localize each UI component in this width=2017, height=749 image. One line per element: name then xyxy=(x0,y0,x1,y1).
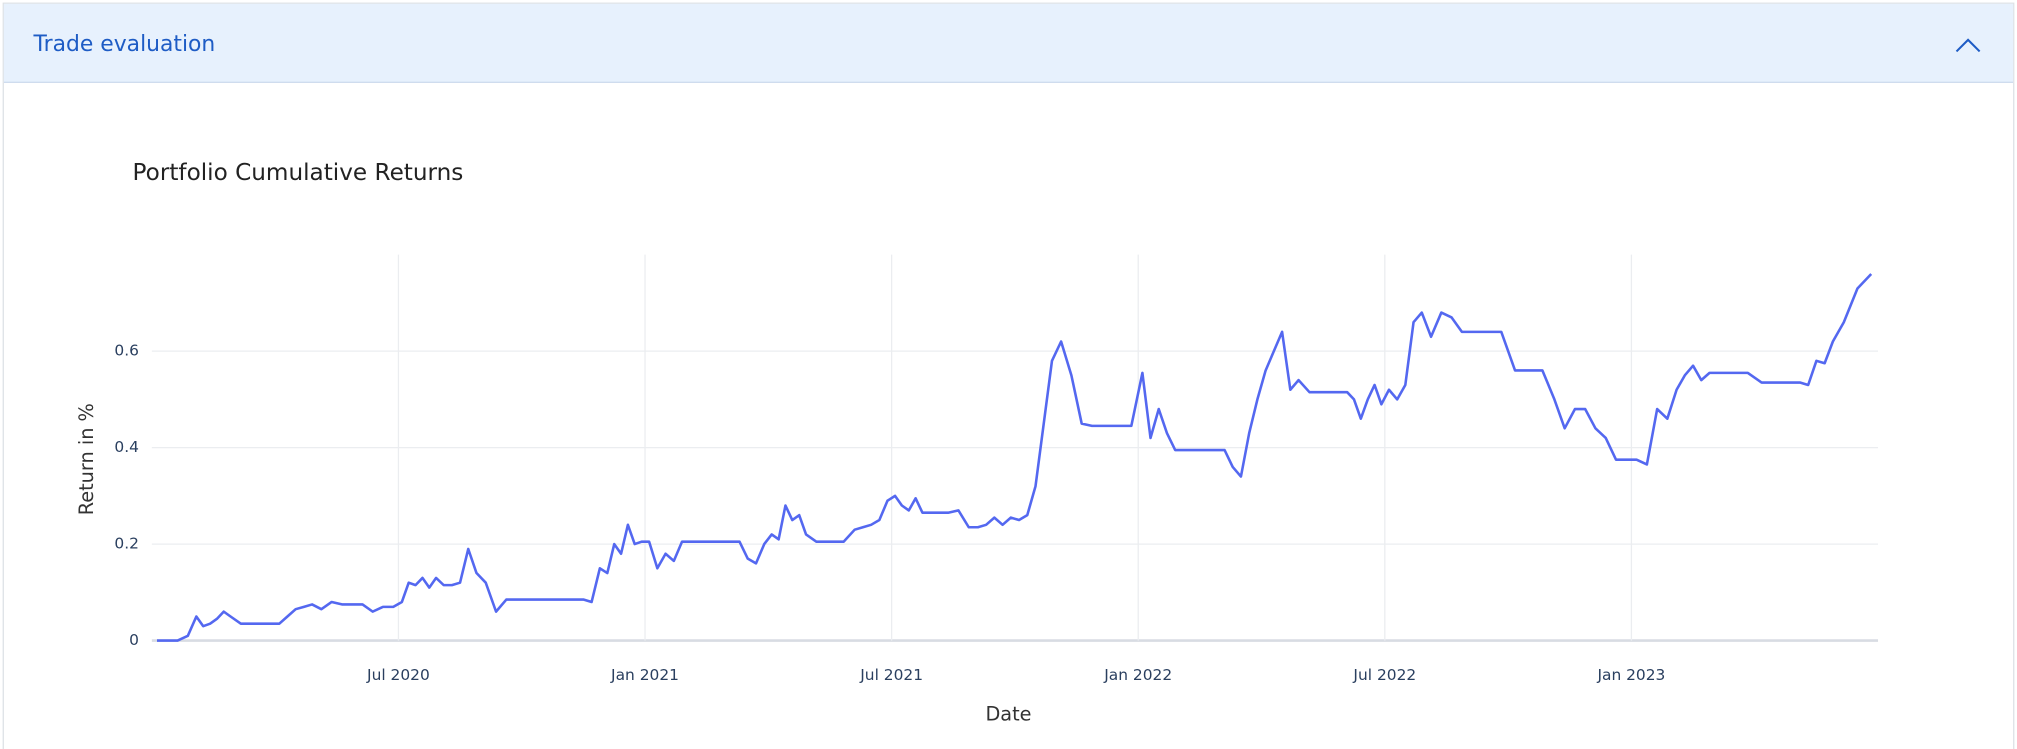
collapse-chevron[interactable] xyxy=(1955,38,1981,53)
x-tick-label: Jul 2021 xyxy=(859,666,923,684)
chart-title: Portfolio Cumulative Returns xyxy=(133,160,464,186)
y-tick-label: 0.2 xyxy=(114,535,139,553)
x-tick-label: Jul 2020 xyxy=(366,666,430,684)
y-tick-label: 0.4 xyxy=(114,438,139,456)
y-tick-label: 0.6 xyxy=(114,342,139,360)
y-tick-label: 0 xyxy=(129,631,139,649)
accordion-header[interactable] xyxy=(3,3,2014,83)
y-axis-label: Return in % xyxy=(75,403,98,515)
x-tick-label: Jan 2023 xyxy=(1596,666,1665,684)
return-line xyxy=(156,273,1873,642)
x-tick-label: Jan 2022 xyxy=(1103,666,1172,684)
x-tick-label: Jan 2021 xyxy=(610,666,679,684)
x-axis-label: Date xyxy=(985,703,1031,726)
header-title[interactable]: Trade evaluation xyxy=(33,32,216,57)
x-tick-label: Jul 2022 xyxy=(1352,666,1416,684)
